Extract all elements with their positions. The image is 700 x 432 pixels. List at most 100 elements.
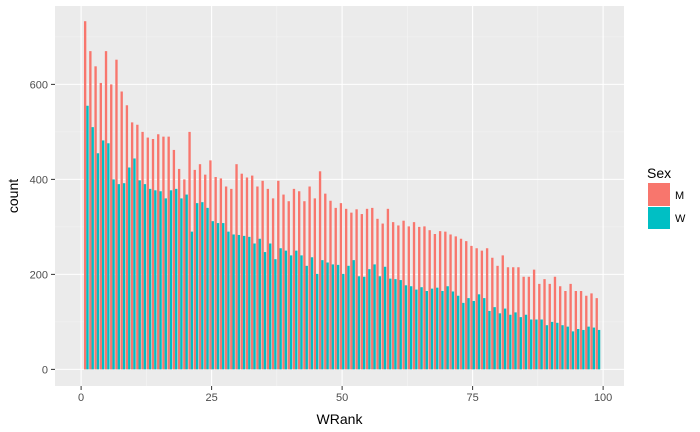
x-tick-label: 25 <box>205 392 217 404</box>
bar-m <box>120 91 123 370</box>
bar-w <box>378 276 381 370</box>
bar-m <box>83 21 87 370</box>
bar-w <box>462 302 465 370</box>
bar-m <box>344 208 348 370</box>
bar-w <box>206 207 209 370</box>
bar-w <box>342 273 345 370</box>
bar-w <box>399 280 402 370</box>
bar-w <box>483 298 486 370</box>
bar-w <box>550 321 554 370</box>
bar-w <box>389 278 392 370</box>
bar-m <box>538 283 541 370</box>
bar-w <box>237 234 241 370</box>
x-tick-label: 75 <box>466 392 478 404</box>
y-tick-label: 0 <box>42 364 48 376</box>
bar-w <box>597 329 601 370</box>
bar-w <box>352 260 355 370</box>
bar-w <box>211 221 214 370</box>
bar-m <box>506 267 510 370</box>
y-tick-label: 200 <box>30 269 48 281</box>
bar-w <box>425 291 428 370</box>
bar-w <box>258 238 261 370</box>
bar-m <box>423 226 426 370</box>
bar-m <box>579 291 583 370</box>
bar-m <box>256 186 259 370</box>
bar-m <box>480 250 484 370</box>
legend-swatch-m <box>648 183 670 206</box>
bar-m <box>224 186 228 370</box>
bar-m <box>167 136 170 370</box>
bar-w <box>201 202 204 370</box>
bar-m <box>245 177 249 370</box>
bar-w <box>128 167 131 370</box>
bar-m <box>188 131 191 370</box>
bar-w <box>577 329 580 370</box>
bar-m <box>89 51 92 370</box>
bar-m <box>428 230 431 370</box>
bar-m <box>391 222 395 370</box>
bar-m <box>157 134 160 370</box>
bar-w <box>107 143 110 370</box>
bar-m <box>465 241 468 370</box>
bar-m <box>365 208 369 370</box>
bar-w <box>274 259 277 370</box>
bar-w <box>592 327 596 370</box>
bar-m <box>141 131 144 370</box>
bar-m <box>371 207 374 370</box>
bar-m <box>209 160 212 370</box>
x-tick-label: 100 <box>594 392 612 404</box>
bar-w <box>503 308 507 370</box>
bar-w <box>509 314 512 370</box>
bar-m <box>522 276 525 370</box>
bar-m <box>574 291 578 370</box>
bar-w <box>159 191 162 370</box>
bar-w <box>587 326 590 370</box>
bar-m <box>459 238 463 370</box>
bar-w <box>436 287 439 370</box>
bar-m <box>261 180 264 370</box>
bar-m <box>501 255 504 370</box>
bar-m <box>402 220 405 370</box>
bar-m <box>590 293 593 370</box>
bar-w <box>347 265 350 370</box>
bar-w <box>222 223 225 370</box>
bar-m <box>287 201 290 370</box>
bar-w <box>289 255 293 370</box>
bar-m <box>251 175 254 370</box>
bar-w <box>409 286 413 370</box>
bar-w <box>180 198 183 370</box>
bar-m <box>240 173 243 370</box>
bar-m <box>548 283 551 370</box>
bar-w <box>305 265 308 370</box>
bar-m <box>313 198 317 370</box>
bar-m <box>110 84 113 370</box>
bar-m <box>449 234 452 370</box>
bar-w <box>446 286 449 370</box>
bar-m <box>308 186 311 370</box>
bar-w <box>185 194 188 370</box>
bar-w <box>284 250 288 370</box>
bar-m <box>376 218 379 370</box>
bar-m <box>214 177 217 370</box>
bar-m <box>527 276 531 370</box>
bar-m <box>298 191 301 370</box>
bar-w <box>472 300 475 370</box>
bar-w <box>441 291 444 370</box>
bar-w <box>519 317 522 370</box>
bar-m <box>386 208 390 370</box>
bar-m <box>230 188 233 370</box>
bar-m <box>339 203 343 370</box>
bar-m <box>496 265 499 370</box>
bar-m <box>151 139 155 370</box>
bar-w <box>545 325 549 370</box>
legend: Sex M W <box>647 165 686 229</box>
bar-w <box>394 279 397 370</box>
bar-m <box>277 180 280 370</box>
bar-m <box>94 66 97 370</box>
bar-m <box>397 225 400 370</box>
bar-w <box>232 234 235 370</box>
bar-m <box>454 236 457 370</box>
bar-w <box>253 243 256 370</box>
minor-gridlines <box>55 6 624 386</box>
bar-w <box>86 105 89 370</box>
